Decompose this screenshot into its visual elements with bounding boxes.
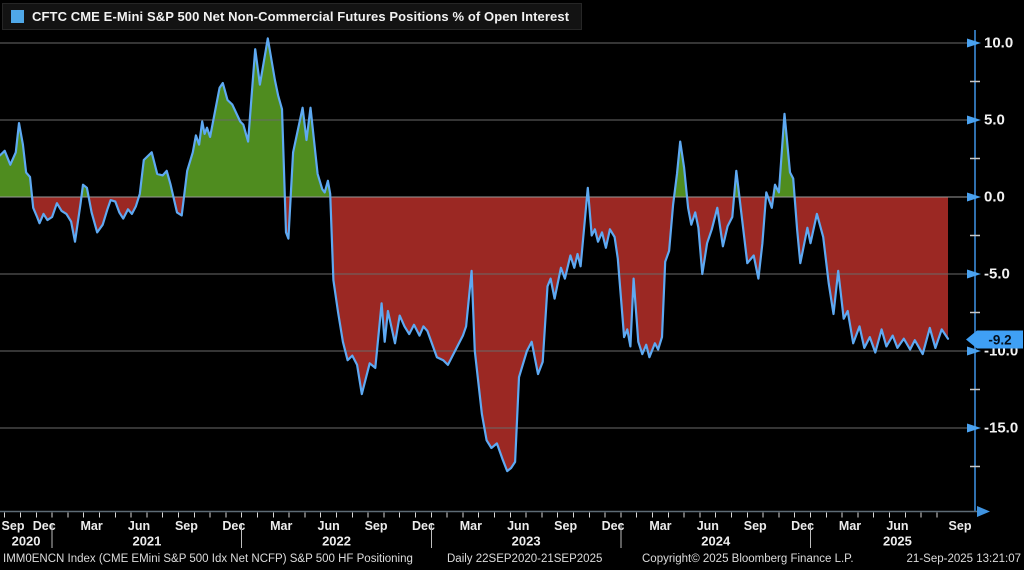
x-axis-month-label: Jun	[128, 519, 150, 533]
y-tick-arrow-icon	[967, 115, 981, 125]
x-axis-month-label: Dec	[412, 519, 435, 533]
x-axis-month-label: Sep	[175, 519, 198, 533]
y-axis-label: 0.0	[984, 189, 1005, 206]
series-line	[0, 37, 950, 473]
y-tick-arrow-icon	[967, 38, 981, 48]
date-range-label: Daily 22SEP2020-21SEP2025	[447, 553, 603, 565]
x-axis-year-label: 2020	[12, 534, 41, 549]
x-axis-year-label: 2022	[322, 534, 351, 549]
status-bar: IMM0ENCN Index (CME EMini S&P 500 Idx Ne…	[0, 550, 1024, 570]
x-axis-year-label: 2023	[512, 534, 541, 549]
x-axis-month-label: Dec	[602, 519, 625, 533]
x-axis-month-label: Mar	[839, 519, 861, 533]
y-axis-label: 5.0	[984, 112, 1005, 129]
y-tick-arrow-icon	[967, 192, 981, 202]
x-axis-month-label: Dec	[222, 519, 245, 533]
copyright-label: Copyright© 2025 Bloomberg Finance L.P.	[642, 553, 854, 565]
x-axis-year-label: 2024	[701, 534, 731, 549]
x-axis-month-label: Mar	[81, 519, 103, 533]
x-axis-month-label: Sep	[365, 519, 388, 533]
y-axis-label: 10.0	[984, 35, 1013, 52]
x-axis-month-label: Mar	[649, 519, 671, 533]
x-axis-month-label: Jun	[886, 519, 908, 533]
x-axis-year-label: 2021	[132, 534, 161, 549]
chart-legend[interactable]: CFTC CME E-Mini S&P 500 Net Non-Commerci…	[2, 3, 583, 30]
x-axis-month-label: Mar	[460, 519, 482, 533]
chart-title: CFTC CME E-Mini S&P 500 Net Non-Commerci…	[32, 9, 570, 24]
x-axis-month-label: Dec	[33, 519, 56, 533]
x-axis-month-label: Mar	[270, 519, 292, 533]
positive-area-fill	[0, 38, 948, 197]
x-axis-month-label: Sep	[949, 519, 972, 533]
x-axis-year-label: 2025	[883, 534, 912, 549]
y-tick-arrow-icon	[967, 346, 981, 356]
security-description: IMM0ENCN Index (CME EMini S&P 500 Idx Ne…	[3, 553, 413, 565]
last-value-tag-label: -9.2	[988, 333, 1011, 348]
x-axis-month-label: Dec	[791, 519, 814, 533]
y-axis-label: -5.0	[984, 266, 1010, 283]
negative-area-fill	[0, 197, 948, 472]
x-axis-month-label: Jun	[318, 519, 340, 533]
x-axis-month-label: Jun	[507, 519, 529, 533]
x-axis-month-label: Jun	[697, 519, 719, 533]
legend-swatch-icon	[11, 10, 24, 23]
y-tick-arrow-icon	[967, 269, 981, 279]
last-value-tag	[966, 330, 1023, 349]
x-axis-month-label: Sep	[744, 519, 767, 533]
y-tick-arrow-icon	[967, 423, 981, 433]
x-axis-month-label: Sep	[2, 519, 25, 533]
timestamp-label: 21-Sep-2025 13:21:07	[906, 553, 1021, 565]
y-axis-label: -15.0	[984, 420, 1018, 437]
x-axis-month-label: Sep	[554, 519, 577, 533]
x-axis-arrow-icon	[977, 506, 990, 517]
